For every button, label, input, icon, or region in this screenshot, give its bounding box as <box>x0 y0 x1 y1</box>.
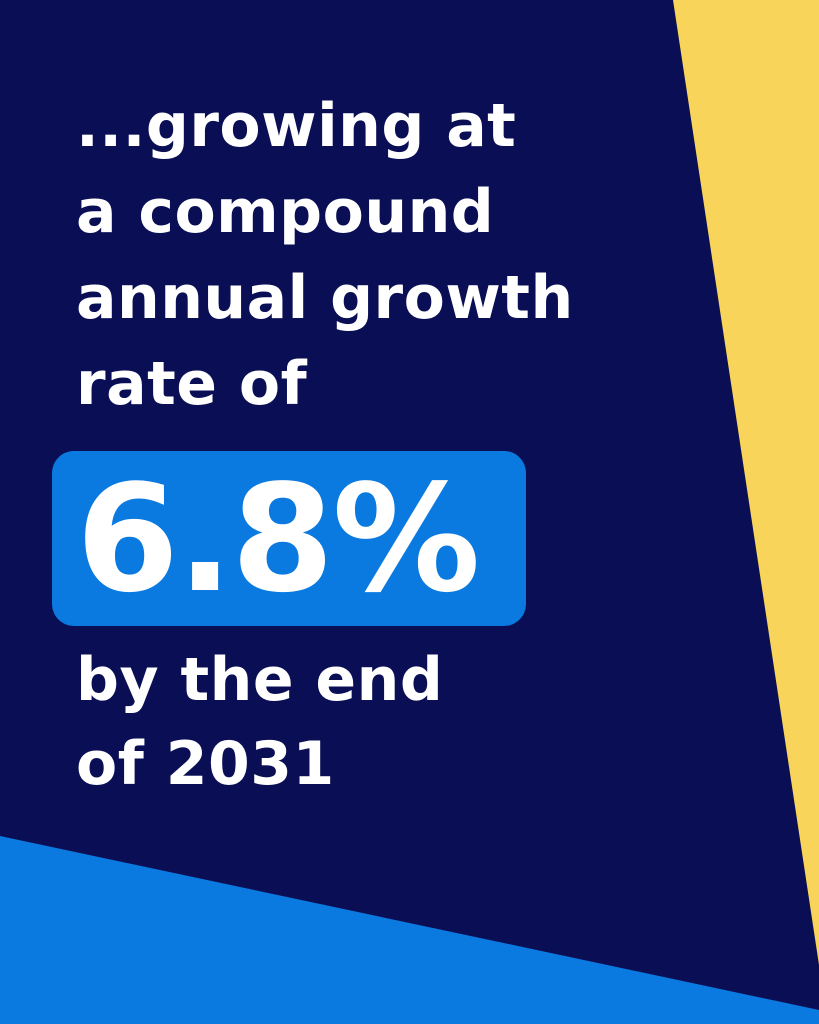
blue-bottom-panel <box>0 836 819 1024</box>
yellow-diagonal-panel <box>673 0 819 965</box>
headline-line-1: ...growing at <box>76 91 517 161</box>
growth-rate-value: 6.8% <box>76 452 480 625</box>
headline-line-4: rate of <box>76 349 308 419</box>
stat-highlight-box: 6.8% <box>52 451 526 626</box>
headline-line-3: annual growth <box>76 263 574 333</box>
footer-line-1: by the end <box>76 645 444 715</box>
headline-line-2: a compound <box>76 177 495 247</box>
footer-line-2: of 2031 <box>76 729 335 799</box>
